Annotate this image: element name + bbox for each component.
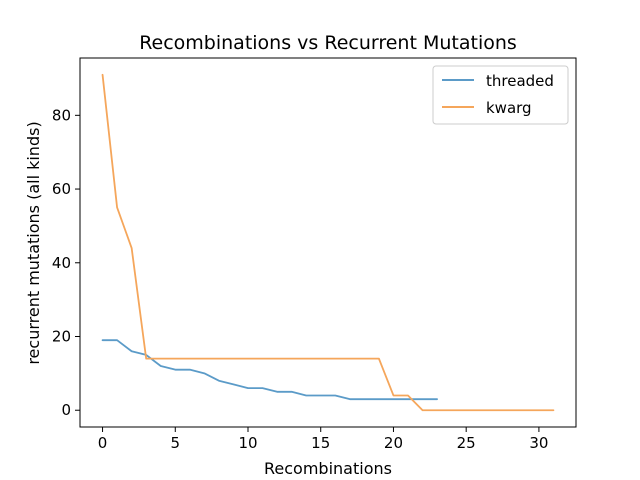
x-tick-label: 5 <box>170 434 180 452</box>
series-line-kwarg <box>101 73 555 412</box>
series-layer <box>101 73 555 412</box>
x-tick-label: 20 <box>384 434 403 452</box>
chart-title: Recombinations vs Recurrent Mutations <box>139 32 517 54</box>
legend: threaded kwarg <box>432 65 569 125</box>
x-tick-label: 25 <box>457 434 476 452</box>
y-axis-title: recurrent mutations (all kinds) <box>24 121 43 364</box>
legend-label-threaded: threaded <box>486 72 554 90</box>
y-tick-label: 0 <box>61 401 71 419</box>
y-tick-label: 40 <box>52 254 71 272</box>
y-tick-label: 60 <box>52 180 71 198</box>
y-tick-label: 80 <box>52 106 71 124</box>
axes-frame <box>79 57 577 428</box>
series-line-threaded <box>101 339 438 401</box>
x-axis-title: Recombinations <box>264 459 392 478</box>
x-tick-label: 0 <box>98 434 108 452</box>
x-tick-label: 30 <box>529 434 548 452</box>
y-tick-label: 20 <box>52 328 71 346</box>
x-tick-label: 10 <box>238 434 257 452</box>
legend-label-kwarg: kwarg <box>486 99 532 117</box>
x-tick-label: 15 <box>311 434 330 452</box>
ticks-layer: 0 5 10 15 20 25 30 0 20 40 60 80 <box>52 106 549 452</box>
